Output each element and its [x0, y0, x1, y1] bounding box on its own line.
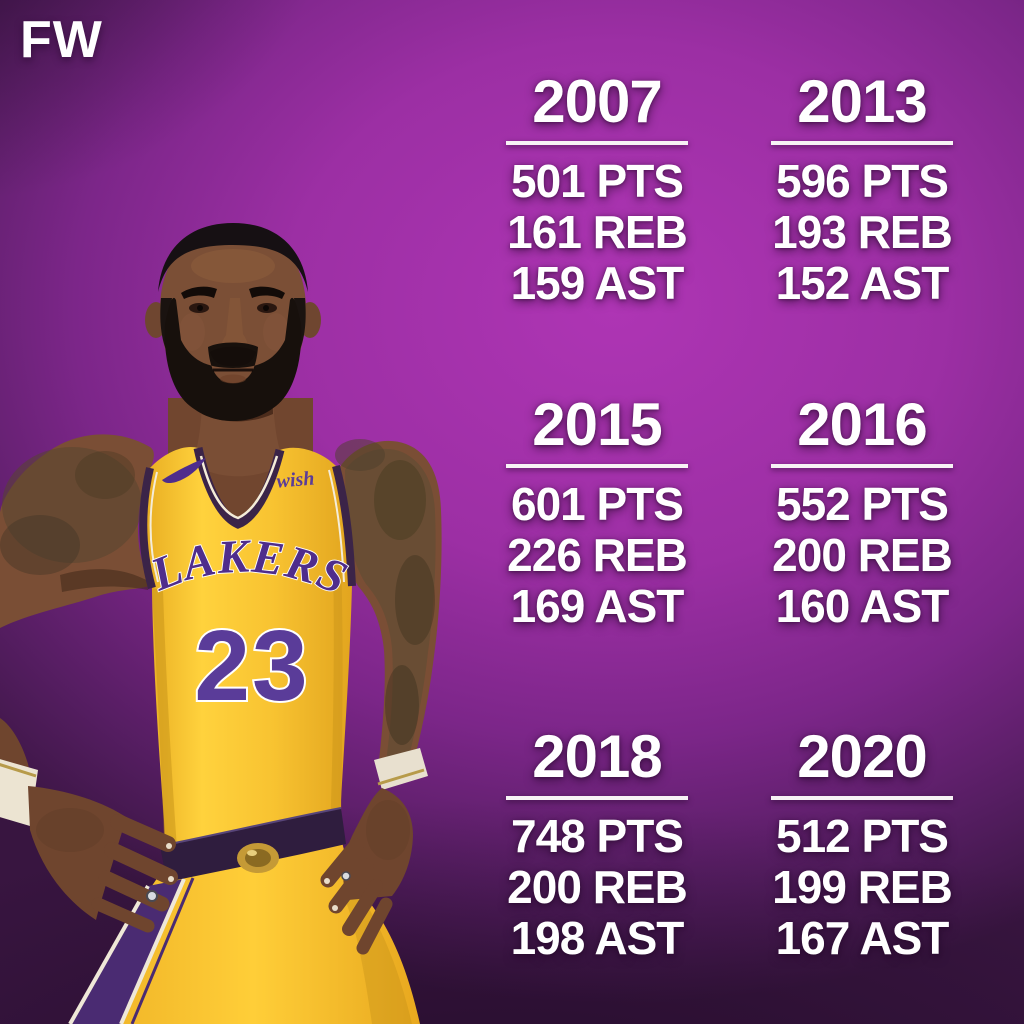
jersey-number: 23 [194, 610, 309, 722]
stat-year: 2007 [532, 68, 662, 135]
stat-line: 200 REB [772, 529, 953, 581]
stat-underline [506, 141, 688, 145]
stat-line: 601 PTS [511, 478, 684, 530]
stat-year: 2013 [797, 68, 927, 135]
stat-line: 167 AST [775, 912, 950, 964]
stat-underline [771, 796, 953, 800]
stat-block-2007: 2007 501 PTS 161 REB 159 AST [482, 70, 712, 309]
player-left-hand [0, 718, 178, 933]
stat-line: 748 PTS [511, 810, 684, 862]
stat-line: 198 AST [510, 912, 685, 964]
stat-line: 552 PTS [776, 478, 949, 530]
player-belt [159, 807, 346, 882]
nike-swoosh-icon [162, 458, 206, 484]
player-jersey: wish LAKERS 23 [139, 446, 356, 868]
stat-line: 596 PTS [776, 155, 949, 207]
stat-block-2020: 2020 512 PTS 199 REB 167 AST [747, 725, 977, 964]
player-photo: wish LAKERS 23 [0, 223, 442, 1024]
stat-year: 2020 [797, 723, 927, 790]
stat-underline [506, 796, 688, 800]
finger-ring [146, 890, 158, 902]
stat-block-2013: 2013 596 PTS 193 REB 152 AST [747, 70, 977, 309]
stat-year: 2015 [532, 391, 662, 458]
stat-line: 193 REB [772, 206, 953, 258]
player-head [145, 223, 321, 421]
stat-line: 512 PTS [776, 810, 949, 862]
wish-logo: wish [276, 467, 316, 492]
stat-underline [771, 141, 953, 145]
player-right-arm [335, 439, 442, 776]
stat-line: 199 REB [772, 861, 953, 913]
player-left-arm [0, 434, 154, 628]
stat-underline [506, 464, 688, 468]
stat-line: 159 AST [510, 257, 685, 309]
left-wristband [0, 759, 38, 826]
stat-line: 161 REB [507, 206, 688, 258]
stat-line: 501 PTS [511, 155, 684, 207]
stat-line: 152 AST [775, 257, 950, 309]
stat-underline [771, 464, 953, 468]
stat-year: 2018 [532, 723, 662, 790]
stat-block-2018: 2018 748 PTS 200 REB 198 AST [482, 725, 712, 964]
right-wristband [374, 748, 428, 790]
stat-block-2015: 2015 601 PTS 226 REB 169 AST [482, 393, 712, 632]
fw-logo: FW [20, 11, 103, 69]
stat-line: 226 REB [507, 529, 688, 581]
stat-line: 200 REB [507, 861, 688, 913]
shorts-stripe [70, 879, 184, 1024]
stat-year: 2016 [797, 391, 927, 458]
stat-block-2016: 2016 552 PTS 200 REB 160 AST [747, 393, 977, 632]
stat-line: 160 AST [775, 580, 950, 632]
stat-line: 169 AST [510, 580, 685, 632]
player-right-hand [320, 748, 428, 955]
